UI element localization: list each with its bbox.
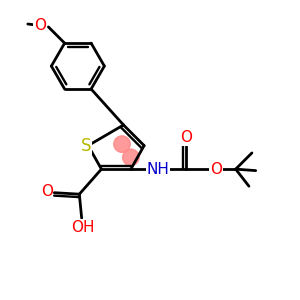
Text: O: O [41,184,53,199]
Text: O: O [180,130,192,145]
Text: O: O [210,162,222,177]
Text: O: O [34,18,46,33]
Text: NH: NH [147,162,170,177]
Text: S: S [81,136,91,154]
Text: OH: OH [71,220,95,235]
Circle shape [123,149,139,166]
Circle shape [114,136,130,152]
